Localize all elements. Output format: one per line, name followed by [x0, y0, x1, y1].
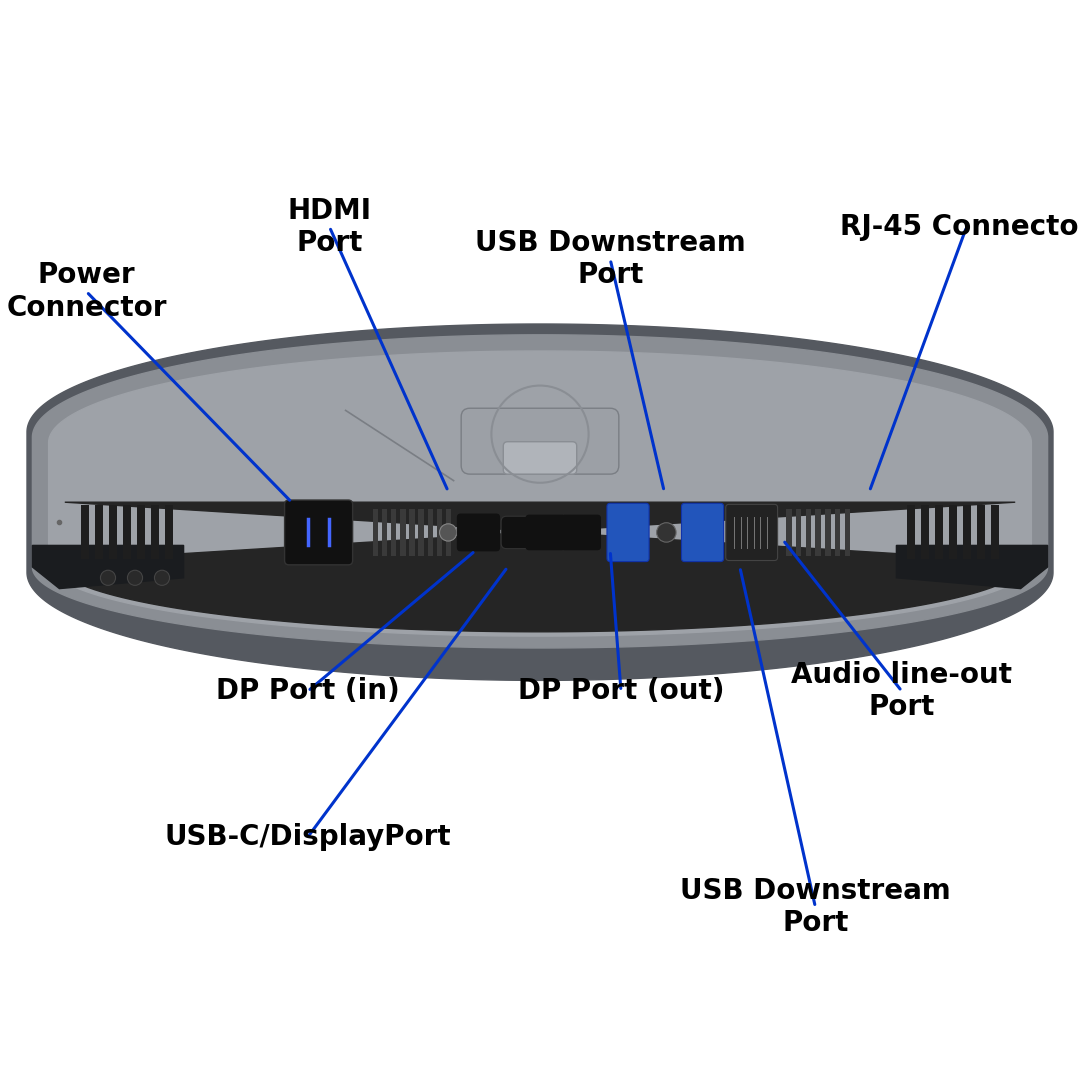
- Polygon shape: [32, 545, 184, 589]
- FancyBboxPatch shape: [284, 500, 352, 565]
- Polygon shape: [49, 351, 1031, 636]
- Bar: [935, 505, 943, 559]
- FancyBboxPatch shape: [562, 515, 600, 550]
- Bar: [436, 509, 443, 556]
- FancyBboxPatch shape: [503, 442, 577, 474]
- Bar: [123, 505, 131, 559]
- Bar: [391, 509, 396, 556]
- Circle shape: [657, 523, 676, 542]
- Bar: [963, 505, 971, 559]
- Circle shape: [100, 570, 116, 585]
- Text: Audio line-out
Port: Audio line-out Port: [792, 661, 1012, 721]
- Bar: [382, 509, 387, 556]
- FancyBboxPatch shape: [726, 504, 778, 561]
- FancyBboxPatch shape: [681, 503, 724, 562]
- Bar: [373, 509, 378, 556]
- Text: RJ-45 Connector: RJ-45 Connector: [840, 213, 1080, 241]
- Bar: [109, 505, 117, 559]
- Bar: [796, 509, 801, 556]
- FancyBboxPatch shape: [461, 408, 619, 474]
- Bar: [815, 509, 821, 556]
- Text: DP Port (in): DP Port (in): [216, 677, 400, 705]
- Circle shape: [154, 570, 170, 585]
- Bar: [446, 509, 451, 556]
- Bar: [835, 509, 840, 556]
- Polygon shape: [896, 545, 1048, 589]
- Bar: [151, 505, 159, 559]
- FancyBboxPatch shape: [501, 516, 536, 549]
- Bar: [806, 509, 811, 556]
- Bar: [95, 505, 103, 559]
- Polygon shape: [32, 335, 1048, 648]
- Bar: [907, 505, 915, 559]
- Circle shape: [127, 570, 143, 585]
- Polygon shape: [27, 324, 1053, 680]
- Bar: [845, 509, 850, 556]
- Bar: [137, 505, 145, 559]
- Text: Power
Connector: Power Connector: [6, 261, 166, 322]
- Bar: [409, 509, 415, 556]
- Text: USB Downstream
Port: USB Downstream Port: [475, 229, 745, 289]
- Text: HDMI
Port: HDMI Port: [287, 197, 372, 257]
- Bar: [400, 509, 406, 556]
- FancyBboxPatch shape: [526, 515, 565, 550]
- Bar: [81, 505, 89, 559]
- Bar: [991, 505, 999, 559]
- Circle shape: [440, 524, 457, 541]
- Bar: [165, 505, 173, 559]
- Bar: [428, 509, 433, 556]
- Text: USB-C/DisplayPort: USB-C/DisplayPort: [164, 823, 451, 851]
- Text: USB Downstream
Port: USB Downstream Port: [680, 877, 950, 937]
- FancyBboxPatch shape: [607, 503, 649, 562]
- Bar: [921, 505, 929, 559]
- Bar: [825, 509, 831, 556]
- Bar: [949, 505, 957, 559]
- Bar: [418, 509, 423, 556]
- Bar: [977, 505, 985, 559]
- Text: DP Port (out): DP Port (out): [517, 677, 725, 705]
- Polygon shape: [54, 502, 1026, 632]
- FancyBboxPatch shape: [458, 514, 499, 551]
- Bar: [786, 509, 792, 556]
